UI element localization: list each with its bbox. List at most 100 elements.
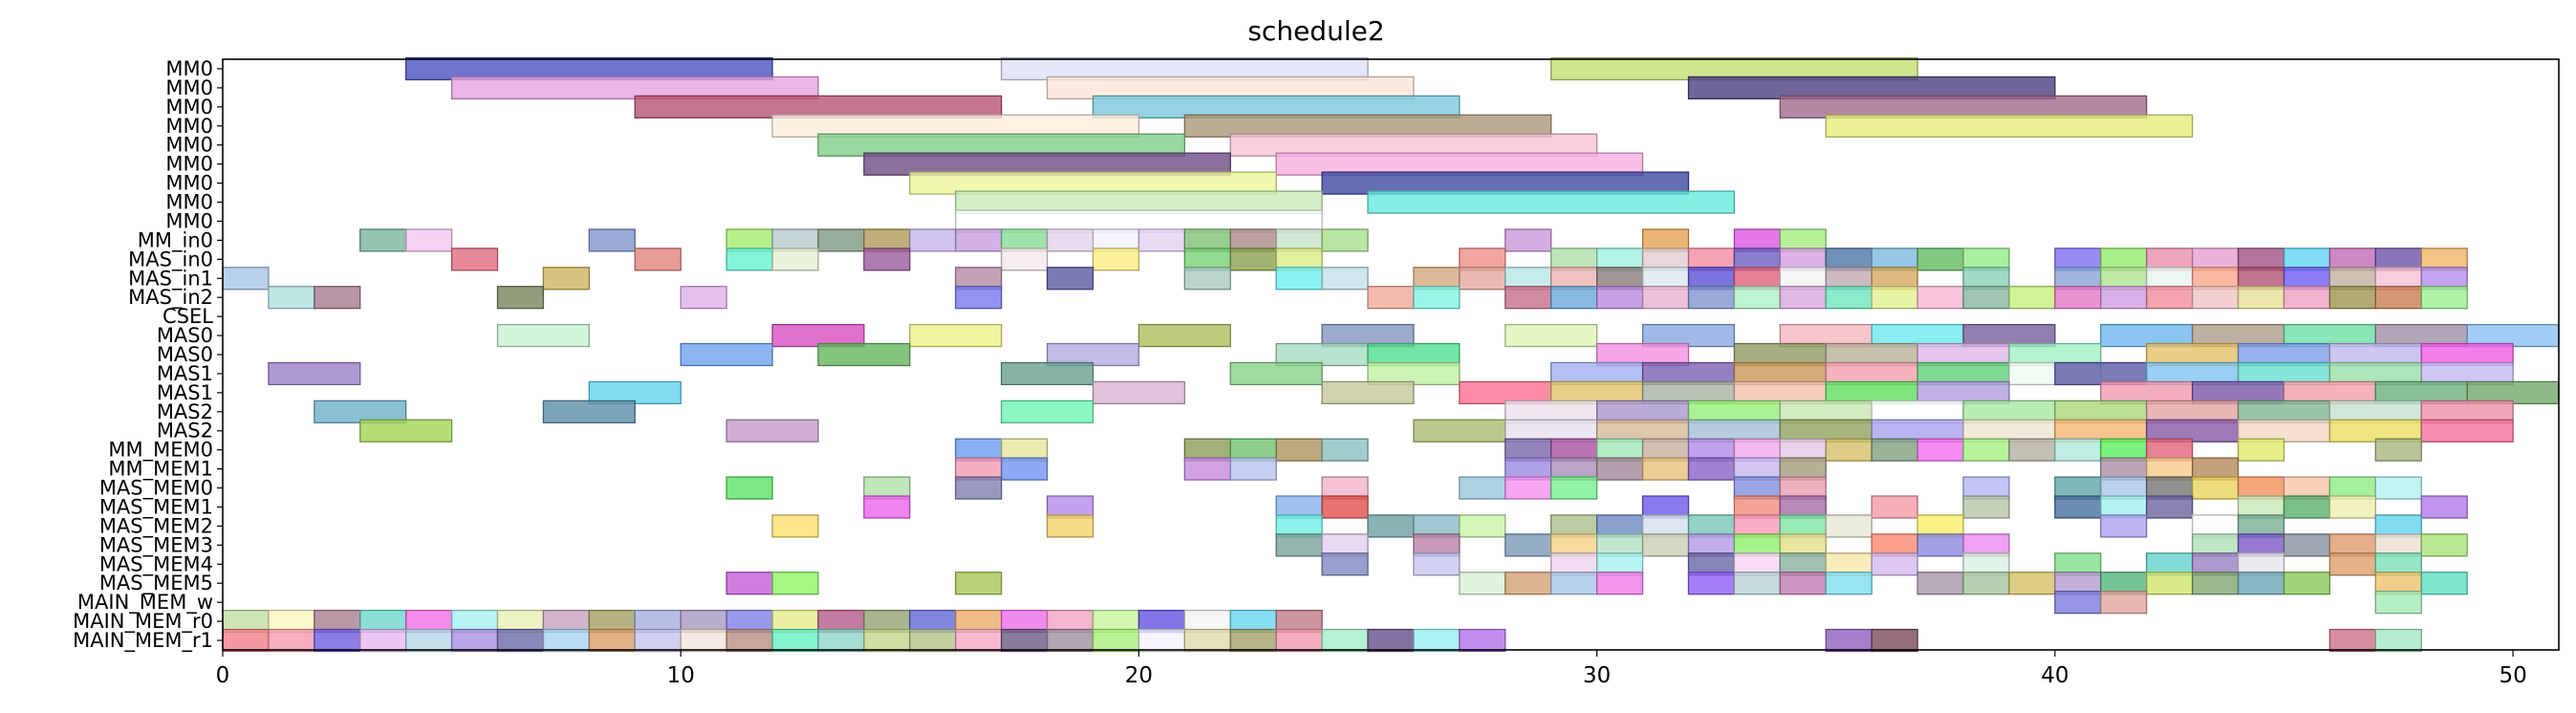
y-tick-label: MAS_in0 (128, 248, 213, 271)
gantt-bar (955, 572, 1003, 595)
gantt-bar (955, 286, 1003, 310)
gantt-bar (1459, 514, 1506, 538)
gantt-bar (1413, 552, 1461, 576)
y-tick-label: MM0 (165, 134, 213, 157)
gantt-bar (2008, 438, 2056, 462)
y-tick-label: MAS0 (157, 324, 213, 347)
gantt-bar (2374, 286, 2422, 310)
gantt-bar (1825, 572, 1872, 595)
gantt-bar (2283, 495, 2331, 519)
gantt-bar (1001, 361, 1094, 386)
gantt-bar (1046, 267, 1094, 291)
gantt-bar (817, 228, 865, 252)
gantt-bar (359, 228, 407, 252)
x-tick-label: 0 (216, 663, 230, 688)
gantt-bar (1733, 286, 1781, 310)
gantt-bar (1367, 514, 1415, 538)
gantt-bar (2008, 286, 2056, 310)
y-tick-label: MAS1 (157, 362, 213, 385)
gantt-bar (1916, 286, 1964, 310)
gantt-bar (314, 628, 361, 653)
gantt-bar (2237, 572, 2285, 595)
gantt-bar (2054, 591, 2102, 615)
gantt-bar (268, 286, 315, 310)
gantt-bar (863, 248, 911, 271)
gantt-bar (1825, 514, 1872, 538)
gantt-bar (1321, 495, 1369, 519)
y-tick-label: MM0 (165, 76, 213, 99)
gantt-bar (1183, 457, 1231, 481)
gantt-bar (1687, 286, 1736, 310)
gantt-bar (1321, 380, 1415, 404)
chart-title: schedule2 (1247, 15, 1384, 47)
y-tick-label: MAS_in1 (128, 267, 213, 291)
gantt-bar (1916, 572, 1964, 595)
gantt-bar (2191, 572, 2240, 595)
gantt-bar (496, 628, 545, 653)
gantt-bar (1595, 572, 1644, 595)
gantt-bar (588, 628, 636, 653)
gantt-bar (1321, 628, 1369, 653)
gantt-bar (1459, 267, 1506, 291)
gantt-bar (725, 248, 773, 271)
gantt-bar (955, 628, 1003, 653)
gantt-bar (2191, 286, 2240, 310)
gantt-bar (1504, 476, 1552, 500)
gantt-bar (2146, 572, 2194, 595)
gantt-bar (1962, 286, 2010, 310)
gantt-bar (1229, 361, 1323, 386)
gantt-bar (2283, 533, 2331, 557)
gantt-bar (1229, 628, 1277, 653)
x-tick-label: 30 (1583, 663, 1611, 688)
gantt-bar (268, 628, 315, 653)
y-tick-label: MM0 (165, 57, 213, 80)
gantt-bar (817, 342, 911, 367)
gantt-bar (405, 228, 453, 252)
gantt-bar (1046, 628, 1094, 653)
gantt-bar (2328, 286, 2376, 310)
x-tick-label: 40 (2041, 663, 2068, 688)
y-tick-label: MAS_MEM5 (99, 572, 213, 595)
gantt-bar (771, 248, 819, 271)
gantt-bar (863, 495, 911, 519)
gantt-bar (1183, 267, 1231, 291)
gantt-bar (542, 628, 591, 653)
gantt-bar (2374, 591, 2422, 615)
gantt-bar (1504, 572, 1552, 595)
gantt-bar (725, 572, 773, 595)
y-tick-label: MAS_MEM0 (99, 477, 213, 501)
gantt-bar (1779, 286, 1827, 310)
gantt-bar (863, 628, 911, 653)
gantt-bar (1825, 114, 2194, 138)
gantt-bar (2054, 286, 2102, 310)
gantt-bar (1871, 438, 1918, 462)
gantt-bar (1595, 286, 1644, 310)
gantt-bar (2420, 533, 2468, 557)
gantt-bar (1504, 323, 1598, 348)
gantt-bar (268, 361, 361, 386)
gantt-bar (1046, 514, 1094, 538)
gantt-bar (1459, 476, 1506, 500)
gantt-bar (588, 228, 636, 252)
gantt-bar (1871, 286, 1918, 310)
gantt-bar (1779, 572, 1827, 595)
gantt-bar (1229, 248, 1277, 271)
gantt-bar (771, 514, 819, 538)
gantt-bar (542, 267, 591, 291)
x-tick-label: 50 (2499, 663, 2526, 688)
gantt-bar (1137, 628, 1186, 653)
gantt-bar (2328, 552, 2376, 576)
gantt-bar (1275, 267, 1323, 291)
gantt-bar (725, 628, 773, 653)
gantt-bar (725, 476, 773, 500)
gantt-bar (1001, 400, 1094, 423)
plot-frame (222, 58, 2560, 651)
gantt-bar (1504, 533, 1552, 557)
gantt-bar (1687, 572, 1736, 595)
gantt-bar (1275, 533, 1323, 557)
gantt-bar (1504, 228, 1552, 252)
y-tick-label: MM0 (165, 209, 213, 232)
gantt-bar (1871, 628, 1918, 653)
gantt-bar (1367, 628, 1415, 653)
y-tick-label: MM0 (165, 172, 213, 195)
